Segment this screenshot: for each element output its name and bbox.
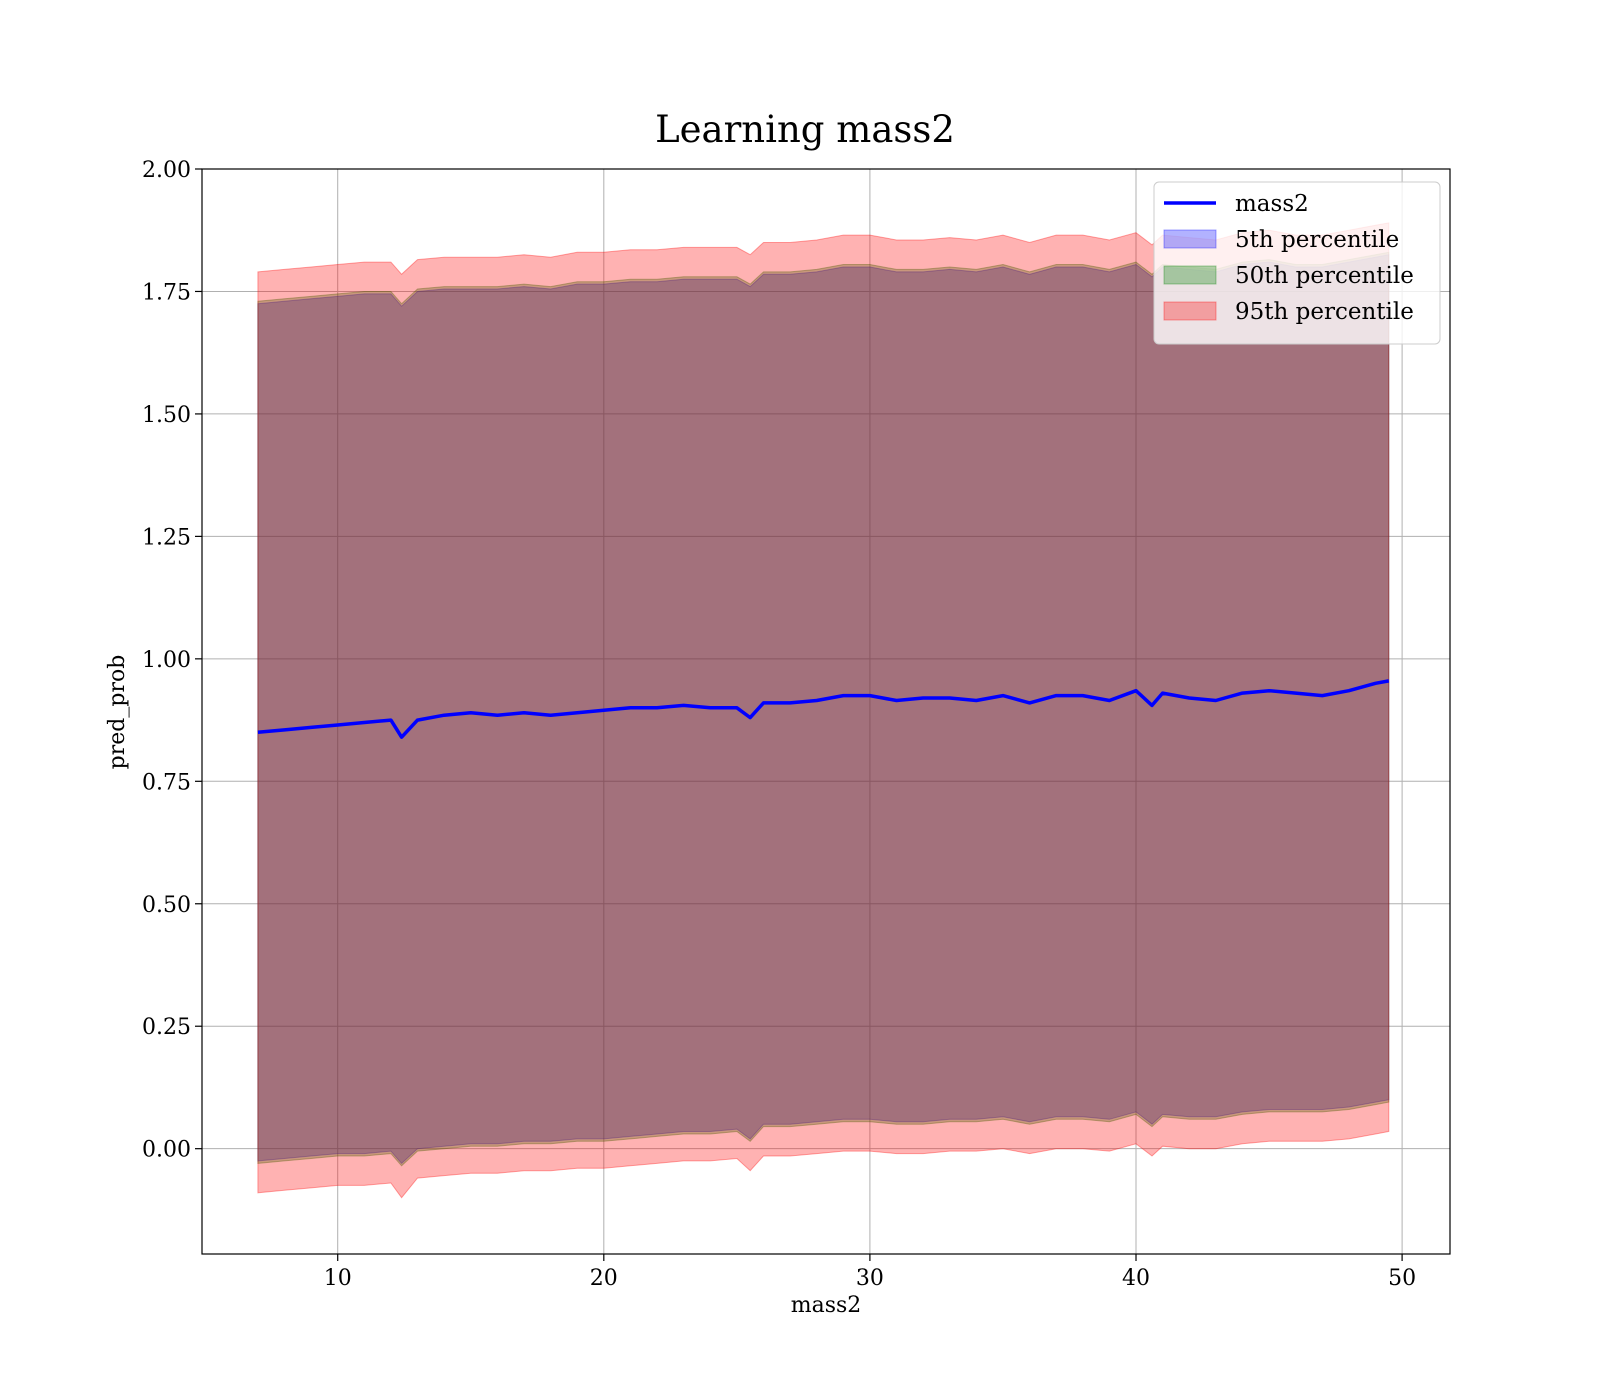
y-tick-label: 1.25 — [142, 525, 191, 550]
legend-label-50th-percentile: 50th percentile — [1235, 263, 1414, 289]
x-tick-label: 20 — [590, 1266, 618, 1291]
x-tick-label: 10 — [324, 1266, 352, 1291]
mass2-line — [257, 679, 1390, 739]
plot-frame — [201, 168, 1451, 1255]
y-tick-label: 0.50 — [142, 893, 191, 918]
legend-label-95th-percentile: 95th percentile — [1235, 299, 1414, 325]
y-tick-label: 1.00 — [142, 648, 191, 673]
legend-label-mass2: mass2 — [1235, 191, 1309, 217]
y-tick-label: 2.00 — [142, 158, 191, 183]
legend-box — [1153, 181, 1441, 345]
x-tick-label: 40 — [1122, 1266, 1150, 1291]
percentile-bands — [257, 222, 1390, 1199]
x-axis: 10 20 30 40 50 — [324, 1254, 1416, 1291]
95th-percentile-band — [257, 222, 1390, 1199]
y-tick-label: 1.50 — [142, 403, 191, 428]
5th-percentile-band — [257, 254, 1390, 1165]
plot-area-background — [202, 169, 1450, 1254]
chart-title: Learning mass2 — [655, 108, 955, 151]
x-axis-label: mass2 — [791, 1293, 862, 1318]
legend-swatch-95th-percentile — [1163, 301, 1217, 321]
x-tick-label: 30 — [856, 1266, 884, 1291]
legend: mass2 5th percentile 50th percentile 95th p… — [1153, 181, 1441, 345]
legend-swatch-5th-percentile — [1163, 229, 1217, 249]
legend-label-5th-percentile: 5th percentile — [1235, 227, 1399, 253]
y-axis: 0.00 0.25 0.50 0.75 1.00 1.25 1.50 1.75 2.00 — [142, 158, 202, 1163]
50th-percentile-band — [257, 251, 1390, 1167]
y-tick-label: 0.25 — [142, 1015, 191, 1040]
y-tick-label: 1.75 — [142, 280, 191, 305]
y-tick-label: 0.75 — [142, 770, 191, 795]
grid — [202, 168, 1450, 1254]
series-lines — [257, 679, 1390, 739]
x-tick-label: 50 — [1388, 1266, 1416, 1291]
y-axis-label: pred_prob — [105, 655, 130, 770]
legend-swatch-50th-percentile — [1163, 265, 1217, 285]
y-tick-label: 0.00 — [142, 1138, 191, 1163]
